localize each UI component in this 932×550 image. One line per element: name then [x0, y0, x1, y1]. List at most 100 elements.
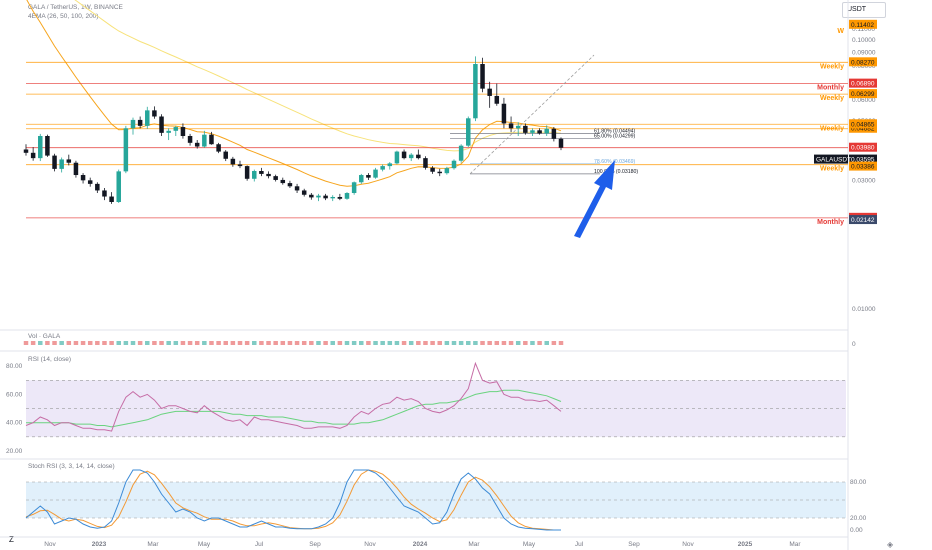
candle-body [259, 171, 264, 174]
candle-body [437, 171, 442, 174]
candle-body [537, 130, 542, 134]
candle-body [351, 182, 357, 194]
time-tick-label: Nov [682, 541, 694, 548]
volume-bar [202, 341, 207, 345]
volume-bar [109, 341, 114, 345]
candle-body [237, 164, 243, 167]
level-name-label: Weekly [820, 63, 844, 70]
candle-body [323, 195, 328, 199]
stoch-legend: Stoch RSI (3, 3, 14, 14, close) [28, 463, 115, 470]
candle-body [23, 149, 29, 153]
candle-body [166, 130, 171, 133]
volume-bar [273, 341, 278, 345]
fib-label: 100.00% (0.03180) [594, 169, 638, 175]
candle-body [202, 134, 207, 147]
price-level-tag [849, 119, 877, 129]
volume-bar [466, 341, 471, 345]
candle-body [430, 167, 435, 172]
price-label-tag [849, 215, 877, 225]
candle-body [309, 194, 314, 198]
volume-bar [287, 341, 293, 345]
volume-bar [116, 341, 121, 345]
volume-bar [494, 341, 500, 345]
price-label-tag [849, 154, 877, 164]
currency-selector[interactable]: USDT [842, 2, 886, 18]
candle-body [180, 127, 186, 136]
price-label-text: GALAUSDT [816, 157, 851, 164]
volume-bar [473, 341, 478, 345]
volume-bar [387, 341, 393, 345]
candle-body [301, 190, 307, 195]
price-level-tag [849, 78, 877, 88]
volume-bar [558, 341, 564, 345]
candle-body [273, 176, 278, 180]
volume-bar [394, 341, 400, 345]
settings-icon: ◈ [887, 540, 894, 549]
candle-body [344, 193, 350, 199]
time-tick-label: May [198, 541, 211, 548]
time-tick-label: Sep [628, 541, 640, 548]
volume-bar [252, 341, 257, 345]
price-level-label: 0.04682 [851, 126, 875, 133]
volume-bar [223, 341, 228, 345]
volume-bar [87, 341, 93, 345]
candle-body [30, 152, 36, 159]
price-label-text: 0.03595 [851, 157, 875, 164]
volume-bar [480, 341, 485, 345]
price-level-label: 0.03980 [851, 145, 875, 152]
volume-bar [544, 341, 549, 345]
time-tick-label: Mar [468, 541, 480, 548]
volume-bar [451, 341, 457, 345]
fib-label: 61.80% (0.04494) [594, 129, 636, 135]
candle-body [137, 119, 143, 126]
volume-bar [95, 341, 100, 345]
price-tick-label: 0.10000 [852, 37, 876, 44]
stoch-tick-label: 0.00 [850, 527, 863, 534]
volume-bar [316, 341, 321, 345]
candle-body [466, 118, 471, 146]
price-tick-label: 0.08000 [852, 63, 876, 70]
price-tick-label: 0.11402 [851, 22, 874, 29]
candle-body [252, 171, 257, 179]
candle-body [209, 134, 214, 145]
volume-bar [487, 341, 492, 345]
volume-bar [244, 341, 250, 345]
volume-bar [416, 341, 421, 345]
rsi-tick-label: 20.00 [6, 448, 23, 455]
volume-bar [351, 341, 357, 345]
price-label-text: 0.03386 [851, 164, 875, 171]
time-tick-label: 2024 [413, 541, 428, 548]
candle-body [508, 123, 514, 129]
volume-bar [430, 341, 435, 345]
level-name-label: W [837, 28, 844, 35]
candle-body [87, 180, 93, 184]
volume-bar [38, 341, 43, 345]
price-tick-label: 0.11000 [852, 26, 875, 33]
time-tick-label: Jul [575, 541, 584, 548]
tradingview-logo-icon[interactable]: Z [9, 535, 14, 544]
price-label-tag [814, 154, 848, 164]
candle-body [480, 64, 485, 89]
candle-body [95, 183, 100, 191]
volume-bar [166, 341, 171, 345]
rsi-ma-line [26, 389, 562, 428]
volume-bar [45, 341, 50, 345]
candle-body [359, 175, 364, 183]
volume-bar [137, 341, 143, 345]
candle-body [45, 135, 50, 156]
level-name-label: Weekly [820, 125, 844, 132]
volume-bar [173, 341, 179, 345]
time-tick-label: Mar [147, 541, 159, 548]
candle-body [73, 162, 79, 176]
price-level-tag [849, 89, 877, 99]
rsi-tick-label: 80.00 [6, 363, 23, 370]
volume-bar [80, 341, 86, 345]
volume-axis-label: 0 [852, 341, 856, 348]
candle-body [102, 190, 107, 197]
candle-body [130, 119, 136, 129]
volume-bar [551, 341, 557, 345]
volume-bar [323, 341, 328, 345]
volume-bar [52, 341, 57, 345]
time-tick-label: 2025 [738, 541, 753, 548]
